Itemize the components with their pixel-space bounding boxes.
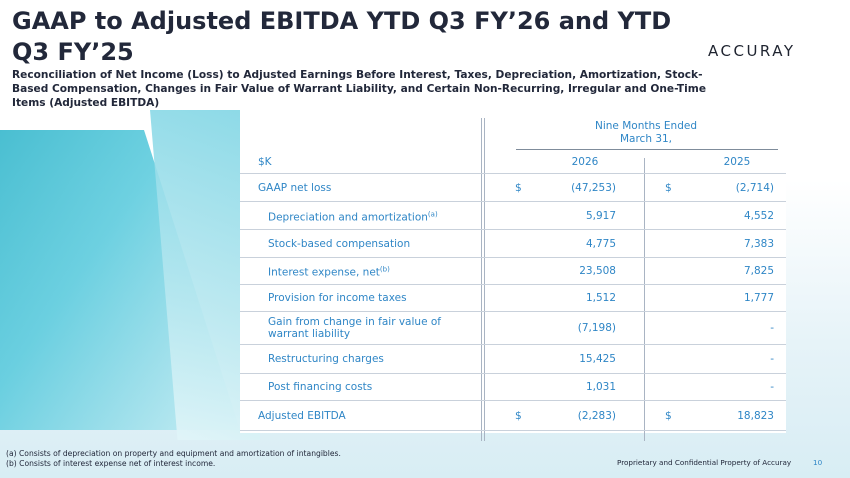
value-2025: 7,825 [743,265,774,277]
value-2025: 1,777 [743,292,774,304]
period-header: Nine Months Ended March 31, [540,120,752,146]
row-label-text: Depreciation and amortization [268,211,428,223]
reconciliation-table: Nine Months Ended March 31, $K 2026 2025… [240,110,786,441]
currency-2025: $ [665,181,672,194]
row-label-text: Stock-based compensation [268,237,411,250]
currency-2025: $ [665,409,672,422]
slide-subtitle: Reconciliation of Net Income (Loss) to A… [12,69,707,109]
table-row: Restructuring charges 15,425 - [240,344,786,373]
table-row: Adjusted EBITDA $ (2,283) $18,823 [240,400,786,431]
row-label: Restructuring charges [268,353,478,365]
value-2026: (2,283) [577,409,616,422]
table-row: Depreciation and amortization(a) 5,917 4,5… [240,201,786,229]
row-label: Provision for income taxes [268,292,478,304]
currency-2026: $ [515,181,522,194]
currency-2026: $ [515,409,522,422]
row-label-text: Restructuring charges [268,353,384,365]
footnotes: (a) Consists of depreciation on property… [6,449,341,468]
unit-label: $K [258,156,272,168]
value-2026: 1,512 [585,292,616,304]
value-2025: - [770,353,774,365]
table-row: Gain from change in fair value of warran… [240,311,786,344]
table-row: Interest expense, net(b) 23,508 7,825 [240,257,786,284]
row-label-text: Provision for income taxes [268,292,407,304]
row-label: Interest expense, net(b) [268,264,478,279]
row-label-text: GAAP net loss [258,181,332,194]
column-divider [484,118,485,441]
row-label-text: Adjusted EBITDA [258,409,346,422]
period-header-rule [516,149,778,150]
column-divider [481,118,482,441]
year-header-2025: 2025 [723,156,751,168]
table-row: Provision for income taxes 1,512 1,777 [240,284,786,311]
footnote-marker: (a) [427,210,438,218]
value-2026: 15,425 [579,353,616,365]
value-2025: 18,823 [737,409,774,422]
slide-title: GAAP to Adjusted EBITDA YTD Q3 FY’26 and… [12,7,672,66]
footnote-b: (b) Consists of interest expense net of … [6,458,216,468]
footnote-marker: (b) [379,265,390,274]
row-label: Depreciation and amortization(a) [268,208,478,223]
value-2026: 1,031 [585,381,616,393]
row-label: GAAP net loss [258,182,468,194]
row-label: Adjusted EBITDA [258,410,468,422]
table-body: GAAP net loss $ (47,253) $ (2,714) Depreciati… [240,173,786,431]
value-2026: (7,198) [577,322,616,334]
page-number: 10 [813,458,823,467]
row-label-text: Post financing costs [268,381,373,393]
table-row: Stock-based compensation 4,775 7,383 [240,229,786,257]
value-2026: 5,917 [585,209,616,222]
row-label: Gain from change in fair value of warran… [268,316,478,340]
row-label-text: Interest expense, net [268,266,380,279]
value-2026: (47,253) [571,181,616,194]
value-2025: 4,552 [743,209,774,222]
row-label-text: Gain from change in fair value of warran… [268,316,441,340]
value-2026: 4,775 [585,237,616,250]
value-2025: (2,714) [735,181,774,194]
value-2025: - [770,322,774,334]
value-2026: 23,508 [579,265,616,277]
row-label: Stock-based compensation [268,238,478,250]
period-header-line1: Nine Months Ended [594,120,698,132]
footnote-a: (a) Consists of depreciation on property… [6,449,341,458]
footer-confidential: Proprietary and Confidential Property of… [617,458,792,467]
column-divider [644,158,645,441]
table-row: Post financing costs 1,031 - [240,373,786,400]
table-row: GAAP net loss $ (47,253) $ (2,714) [240,173,786,201]
period-header-line2: March 31, [619,133,673,145]
accuray-logo: ACCURAY [708,42,796,60]
value-2025: 7,383 [743,237,774,250]
row-label: Post financing costs [268,381,478,393]
value-2025: - [770,381,774,393]
year-header-2026: 2026 [571,156,599,168]
